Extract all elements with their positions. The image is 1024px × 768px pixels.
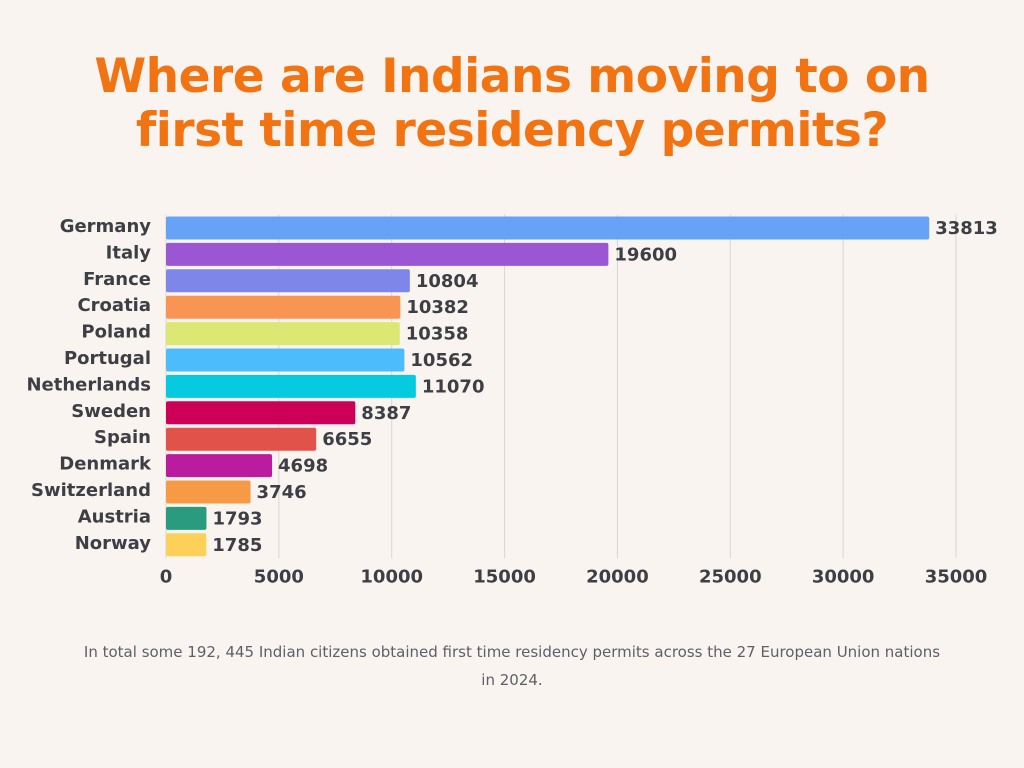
value-label: 1785 xyxy=(212,535,262,556)
value-label: 6655 xyxy=(322,429,372,450)
bar-spain xyxy=(166,427,317,451)
footnote: In total some 192, 445 Indian citizens o… xyxy=(83,643,941,689)
bar-norway xyxy=(166,533,207,557)
category-label: Poland xyxy=(81,322,151,343)
bar-france xyxy=(166,269,410,293)
category-label: France xyxy=(83,269,151,290)
value-label: 4698 xyxy=(278,456,328,477)
value-labels: 33813 19600 10804 10382 10358 10562 11070 8387 6… xyxy=(212,218,998,556)
value-label: 10562 xyxy=(410,350,473,371)
value-label: 1793 xyxy=(212,508,262,529)
title-line-2: first time residency permits? xyxy=(135,103,889,158)
value-label: 10804 xyxy=(416,271,479,292)
value-label: 19600 xyxy=(614,244,677,265)
x-tick-label: 30000 xyxy=(812,566,875,587)
title-line-1: Where are Indians moving to on xyxy=(94,49,930,104)
value-label: 8387 xyxy=(361,403,411,424)
x-tick-label: 5000 xyxy=(254,566,304,587)
chart-title: Where are Indians moving to on first tim… xyxy=(0,50,1024,158)
bar-poland xyxy=(166,322,400,346)
bar-croatia xyxy=(166,295,401,319)
x-tick-label: 20000 xyxy=(586,566,649,587)
bar-denmark xyxy=(166,454,273,478)
category-label: Switzerland xyxy=(31,480,151,501)
bars xyxy=(166,216,930,557)
bar-portugal xyxy=(166,348,405,372)
value-label: 10382 xyxy=(406,297,469,318)
x-axis-ticks: 0 5000 10000 15000 20000 25000 30000 35000 xyxy=(160,566,988,587)
category-label: Netherlands xyxy=(26,374,151,395)
value-label: 11070 xyxy=(422,376,485,397)
bar-chart: Germany Italy France Croatia Poland Portugal N… xyxy=(26,214,998,587)
x-tick-label: 0 xyxy=(160,566,173,587)
value-label: 3746 xyxy=(257,482,307,503)
category-label: Spain xyxy=(94,427,151,448)
bar-netherlands xyxy=(166,374,416,398)
value-label: 33813 xyxy=(935,218,998,239)
bar-switzerland xyxy=(166,480,251,504)
category-label: Austria xyxy=(78,506,151,527)
category-label: Sweden xyxy=(71,401,151,422)
x-tick-label: 15000 xyxy=(473,566,536,587)
x-tick-label: 25000 xyxy=(699,566,762,587)
category-labels: Germany Italy France Croatia Poland Portugal N… xyxy=(26,216,152,554)
bar-italy xyxy=(166,242,609,266)
category-label: Croatia xyxy=(77,295,151,316)
category-label: Denmark xyxy=(59,454,152,475)
category-label: Italy xyxy=(106,242,152,263)
bar-austria xyxy=(166,506,207,530)
bar-germany xyxy=(166,216,930,240)
bar-sweden xyxy=(166,401,356,425)
x-tick-label: 10000 xyxy=(360,566,423,587)
value-label: 10358 xyxy=(406,324,469,345)
category-label: Germany xyxy=(60,216,152,237)
x-tick-label: 35000 xyxy=(925,566,988,587)
category-label: Norway xyxy=(75,533,152,554)
category-label: Portugal xyxy=(64,348,151,369)
